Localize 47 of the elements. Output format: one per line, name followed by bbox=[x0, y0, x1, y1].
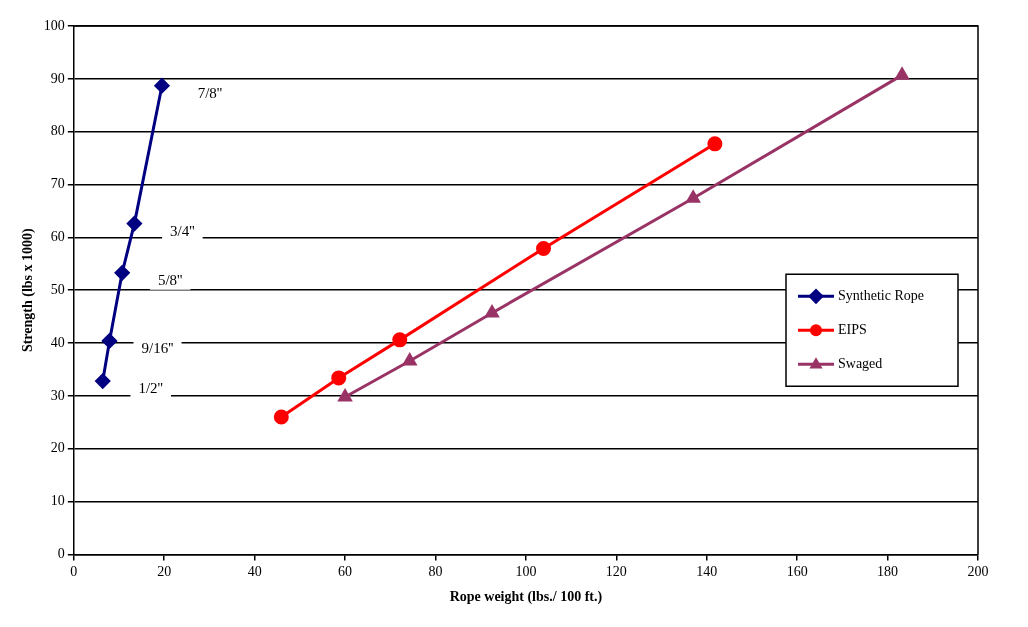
point bbox=[126, 216, 142, 232]
y-tick-label: 90 bbox=[50, 70, 65, 86]
x-tick-label: 180 bbox=[877, 564, 899, 580]
y-tick-label: 80 bbox=[50, 123, 65, 139]
x-axis-title: Rope weight (lbs./ 100 ft.) bbox=[449, 589, 603, 606]
point bbox=[392, 332, 408, 348]
point bbox=[114, 265, 130, 281]
point bbox=[403, 353, 417, 366]
y-tick-label: 50 bbox=[50, 281, 65, 297]
point bbox=[895, 67, 909, 80]
point bbox=[273, 409, 289, 425]
x-tick-label: 160 bbox=[786, 564, 808, 580]
y-tick-label: 40 bbox=[50, 334, 65, 350]
point bbox=[686, 190, 700, 203]
x-tick-label: 20 bbox=[157, 564, 172, 580]
x-tick-label: 140 bbox=[696, 564, 718, 580]
point bbox=[102, 333, 118, 349]
annotation: 5/8'' bbox=[157, 271, 183, 288]
y-tick-label: 70 bbox=[50, 176, 65, 192]
legend-label: Swaged bbox=[838, 356, 883, 372]
legend-label: Synthetic Rope bbox=[838, 288, 924, 304]
annotation: 9/16'' bbox=[141, 339, 174, 356]
point bbox=[331, 370, 347, 386]
y-tick-label: 60 bbox=[50, 229, 65, 245]
x-tick-label: 60 bbox=[338, 564, 353, 580]
annotation: 7/8'' bbox=[197, 84, 223, 101]
y-tick-label: 0 bbox=[57, 546, 65, 562]
x-tick-label: 0 bbox=[70, 564, 78, 580]
annotation: 3/4'' bbox=[170, 222, 195, 239]
point bbox=[485, 305, 499, 318]
y-axis-title: Strength (lbs x 1000) bbox=[20, 227, 37, 353]
point bbox=[154, 78, 170, 94]
x-tick-label: 80 bbox=[428, 564, 443, 580]
legend-label: EIPS bbox=[838, 322, 867, 338]
point bbox=[95, 373, 111, 389]
y-tick-label: 10 bbox=[50, 493, 65, 509]
point bbox=[536, 240, 552, 256]
y-tick-label: 30 bbox=[50, 387, 65, 403]
y-tick-label: 20 bbox=[50, 440, 65, 456]
point bbox=[338, 389, 352, 402]
x-tick-label: 40 bbox=[247, 564, 262, 580]
x-tick-label: 100 bbox=[515, 564, 537, 580]
annotation: 1/2'' bbox=[138, 380, 164, 397]
y-tick-label: 100 bbox=[43, 17, 65, 33]
x-tick-label: 120 bbox=[605, 564, 627, 580]
point bbox=[707, 136, 723, 152]
x-tick-label: 200 bbox=[967, 564, 989, 580]
